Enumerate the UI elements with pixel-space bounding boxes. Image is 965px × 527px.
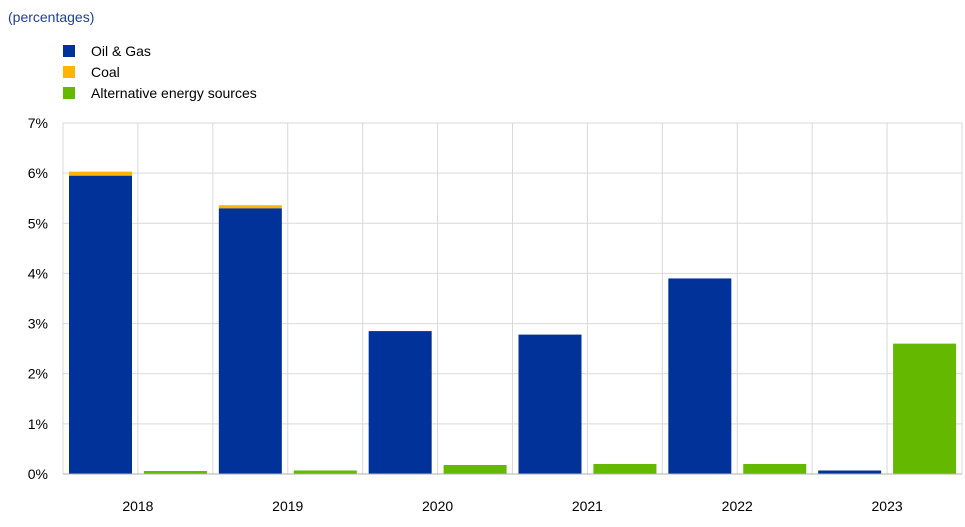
legend-label-coal: Coal bbox=[91, 63, 120, 80]
bar-alternative-2019 bbox=[293, 470, 357, 474]
bar-alternative-2020 bbox=[443, 464, 507, 474]
x-tick-label: 2023 bbox=[872, 498, 903, 514]
legend-label-alternative: Alternative energy sources bbox=[91, 84, 257, 101]
legend-swatch-alternative bbox=[63, 86, 75, 99]
y-tick-label: 3% bbox=[28, 316, 48, 332]
legend-label-oil-gas: Oil & Gas bbox=[91, 42, 151, 59]
x-tick-label: 2018 bbox=[122, 498, 153, 514]
legend-swatch-coal bbox=[63, 65, 75, 78]
bar-alternative-2021 bbox=[593, 463, 657, 474]
legend: Oil & Gas Coal Alternative energy source… bbox=[63, 40, 257, 103]
legend-item-alternative: Alternative energy sources bbox=[63, 82, 257, 103]
chart-subtitle: (percentages) bbox=[8, 9, 95, 25]
x-tick-label: 2021 bbox=[572, 498, 603, 514]
x-tick-label: 2019 bbox=[272, 498, 303, 514]
y-tick-label: 1% bbox=[28, 416, 48, 432]
bar-alternative-2018 bbox=[143, 470, 207, 474]
bar-coal-2018 bbox=[69, 171, 132, 176]
legend-item-oil-gas: Oil & Gas bbox=[63, 40, 257, 61]
x-tick-label: 2022 bbox=[722, 498, 753, 514]
bar-oil-gas-2023 bbox=[818, 470, 882, 474]
y-tick-label: 5% bbox=[28, 215, 48, 231]
bar-alternative-2023 bbox=[893, 343, 957, 474]
y-tick-label: 6% bbox=[28, 165, 48, 181]
y-tick-label: 7% bbox=[28, 115, 48, 131]
bar-oil-gas-2021 bbox=[518, 334, 582, 474]
bar-oil-gas-2018 bbox=[69, 175, 132, 474]
bar-alternative-2022 bbox=[743, 463, 807, 474]
legend-item-coal: Coal bbox=[63, 61, 257, 82]
bar-oil-gas-2022 bbox=[668, 278, 732, 474]
bar-coal-2019 bbox=[218, 205, 282, 209]
y-tick-label: 2% bbox=[28, 366, 48, 382]
bar-oil-gas-2019 bbox=[218, 208, 282, 474]
bar-oil-gas-2020 bbox=[368, 331, 432, 474]
legend-swatch-oil-gas bbox=[63, 44, 75, 57]
x-tick-label: 2020 bbox=[422, 498, 453, 514]
y-tick-label: 0% bbox=[28, 466, 48, 482]
y-tick-label: 4% bbox=[28, 265, 48, 281]
